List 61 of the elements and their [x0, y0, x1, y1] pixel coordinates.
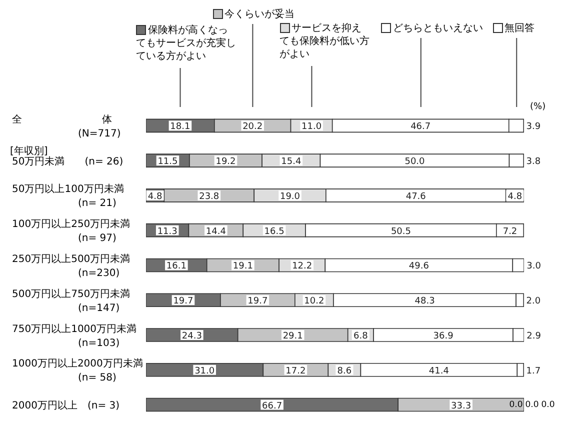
text: (%) [530, 102, 546, 112]
y-tick-label: 50万円以上100万円未満 (n= 21) [12, 183, 124, 210]
data-label: 24.3 [182, 332, 202, 342]
data-label: 16.5 [264, 226, 284, 237]
legend-label: 保険料が高くなってもサービスが充実している方がよい [136, 24, 236, 63]
data-label: 46.7 [410, 122, 431, 132]
data-label: 20.2 [242, 122, 263, 132]
legend-label: 今くらいが妥当 [224, 8, 296, 21]
data-label: 19.7 [173, 296, 194, 307]
text: [年収別] [10, 144, 48, 157]
data-label: 3.0 [526, 262, 542, 272]
data-label: 41.4 [428, 366, 450, 376]
data-label: 19.1 [232, 262, 253, 272]
data-label: 1.7 [526, 366, 541, 376]
data-label: 29.1 [282, 332, 303, 342]
data-label: 4.8 [148, 192, 162, 202]
data-label: 18.1 [170, 122, 190, 132]
data-label: 23.8 [199, 192, 220, 202]
y-tick-label: 1000万円以上2000万円未満 (n= 58) [12, 358, 143, 384]
data-label: 19.0 [280, 192, 300, 202]
data-label: 0.0 [525, 398, 539, 411]
data-label: 11.5 [158, 157, 178, 168]
data-label: 36.9 [433, 332, 454, 342]
data-label: 3.8 [526, 157, 541, 168]
data-label: 47.6 [406, 192, 426, 202]
data-label: 4.8 [508, 192, 522, 202]
data-label: 7.2 [502, 226, 518, 237]
data-label: 10.2 [304, 296, 324, 307]
data-label: 14.4 [206, 226, 226, 237]
data-label: 0.0 [509, 398, 523, 411]
y-tick-label: 50万円未満 (n= 26) [12, 155, 124, 168]
data-label: 11.3 [157, 226, 178, 237]
y-tick-label: 2000万円以上 (n= 3) [12, 400, 120, 412]
data-label: 31.0 [194, 366, 215, 376]
data-label: 19.2 [216, 157, 236, 168]
data-label: 3.9 [526, 122, 541, 132]
y-tick-label: 250万円以上500万円未満 (n=230) [12, 253, 130, 279]
data-label: 66.7 [262, 401, 282, 412]
data-label: 6.8 [354, 332, 368, 342]
data-label: 2.0 [526, 296, 541, 307]
data-label: 50.0 [404, 157, 426, 168]
data-label: 0.0 [541, 398, 555, 411]
y-tick-label: 500万円以上750万円未満 (n=147) [12, 288, 130, 314]
data-label: 50.5 [390, 226, 411, 237]
legend-label: どちらともいえない [392, 22, 484, 35]
data-label: 12.2 [292, 262, 312, 272]
data-label: 49.6 [408, 262, 430, 272]
data-label: 11.0 [302, 122, 322, 132]
data-label: 33.3 [451, 401, 472, 412]
legend-label: 無回答 [504, 22, 536, 35]
data-label: 17.2 [286, 366, 306, 376]
data-label: 8.6 [337, 366, 352, 376]
y-tick-label: 100万円以上250万円未満 (n= 97) [12, 218, 130, 244]
data-label: 2.9 [526, 332, 542, 342]
data-label: 16.1 [166, 262, 186, 272]
legend-label: サービスを抑えても保険料が低い方がよい [280, 22, 370, 61]
data-label: 19.7 [248, 296, 268, 307]
data-label: 48.3 [414, 296, 435, 307]
y-tick-label: 全 体 (N=717) [12, 113, 121, 140]
y-tick-label: 750万円以上1000万円未満 (n=103) [12, 322, 137, 349]
data-label: 15.4 [281, 157, 302, 168]
